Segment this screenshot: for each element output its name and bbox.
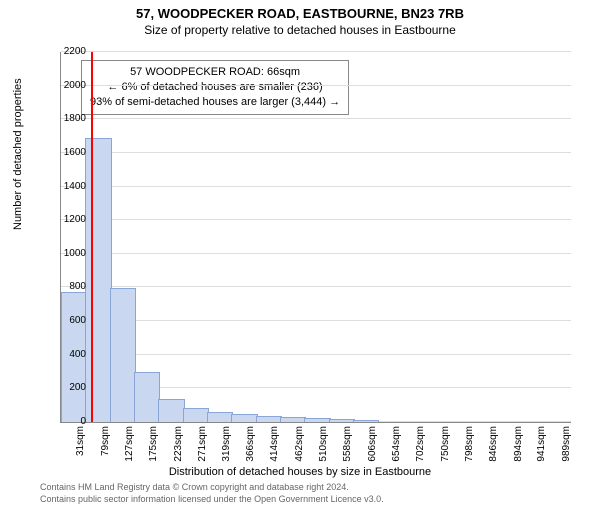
x-tick-label: 894sqm <box>513 426 524 466</box>
y-tick-label: 800 <box>46 281 86 292</box>
x-tick-label: 223sqm <box>173 426 184 466</box>
histogram-chart: 57 WOODPECKER ROAD: 66sqm ← 6% of detach… <box>60 52 571 423</box>
x-tick-label: 654sqm <box>391 426 402 466</box>
x-tick-label: 414sqm <box>269 426 280 466</box>
histogram-bar <box>280 417 306 422</box>
x-tick-label: 989sqm <box>561 426 572 466</box>
page-title: 57, WOODPECKER ROAD, EASTBOURNE, BN23 7R… <box>0 0 600 21</box>
y-tick-label: 1800 <box>46 113 86 124</box>
x-axis-label: Distribution of detached houses by size … <box>0 466 600 478</box>
footer-line-1: Contains HM Land Registry data © Crown c… <box>40 482 384 494</box>
histogram-bar <box>158 399 184 422</box>
x-tick-label: 319sqm <box>221 426 232 466</box>
info-line-2: ← 6% of detached houses are smaller (236… <box>90 80 340 95</box>
histogram-bar <box>85 138 111 422</box>
y-tick-label: 1000 <box>46 248 86 259</box>
footer-line-2: Contains public sector information licen… <box>40 494 384 505</box>
x-tick-label: 750sqm <box>440 426 451 466</box>
histogram-bar <box>134 372 160 422</box>
grid-line <box>61 219 571 220</box>
x-tick-label: 79sqm <box>100 426 111 466</box>
grid-line <box>61 118 571 119</box>
grid-line <box>61 85 571 86</box>
y-tick-label: 400 <box>46 349 86 360</box>
grid-line <box>61 354 571 355</box>
y-tick-label: 2000 <box>46 80 86 91</box>
grid-line <box>61 253 571 254</box>
page-subtitle: Size of property relative to detached ho… <box>0 21 600 37</box>
x-tick-label: 798sqm <box>464 426 475 466</box>
x-tick-label: 462sqm <box>294 426 305 466</box>
histogram-bar <box>231 414 257 422</box>
histogram-bar <box>183 408 209 422</box>
x-tick-label: 941sqm <box>536 426 547 466</box>
y-tick-label: 2200 <box>46 46 86 57</box>
marker-line <box>91 52 93 422</box>
y-tick-label: 1400 <box>46 181 86 192</box>
x-tick-label: 702sqm <box>415 426 426 466</box>
grid-line <box>61 186 571 187</box>
grid-line <box>61 51 571 52</box>
x-tick-label: 271sqm <box>197 426 208 466</box>
histogram-bar <box>329 419 355 422</box>
x-tick-label: 31sqm <box>75 426 86 466</box>
x-tick-label: 366sqm <box>245 426 256 466</box>
footer: Contains HM Land Registry data © Crown c… <box>40 482 384 505</box>
y-tick-label: 1600 <box>46 147 86 158</box>
y-tick-label: 1200 <box>46 214 86 225</box>
histogram-bar <box>256 416 282 422</box>
info-box: 57 WOODPECKER ROAD: 66sqm ← 6% of detach… <box>81 60 349 115</box>
grid-line <box>61 320 571 321</box>
histogram-bar <box>353 420 379 422</box>
x-tick-label: 558sqm <box>342 426 353 466</box>
x-tick-label: 175sqm <box>148 426 159 466</box>
info-line-3: 93% of semi-detached houses are larger (… <box>90 95 340 110</box>
grid-line <box>61 152 571 153</box>
histogram-bar <box>304 418 330 422</box>
x-tick-label: 606sqm <box>367 426 378 466</box>
x-tick-label: 846sqm <box>488 426 499 466</box>
y-tick-label: 600 <box>46 315 86 326</box>
grid-line <box>61 286 571 287</box>
histogram-bar <box>110 288 136 422</box>
y-tick-label: 200 <box>46 382 86 393</box>
x-tick-label: 510sqm <box>318 426 329 466</box>
info-line-1: 57 WOODPECKER ROAD: 66sqm <box>90 65 340 80</box>
y-axis-label: Number of detached properties <box>12 78 24 230</box>
x-tick-label: 127sqm <box>124 426 135 466</box>
histogram-bar <box>207 412 233 422</box>
